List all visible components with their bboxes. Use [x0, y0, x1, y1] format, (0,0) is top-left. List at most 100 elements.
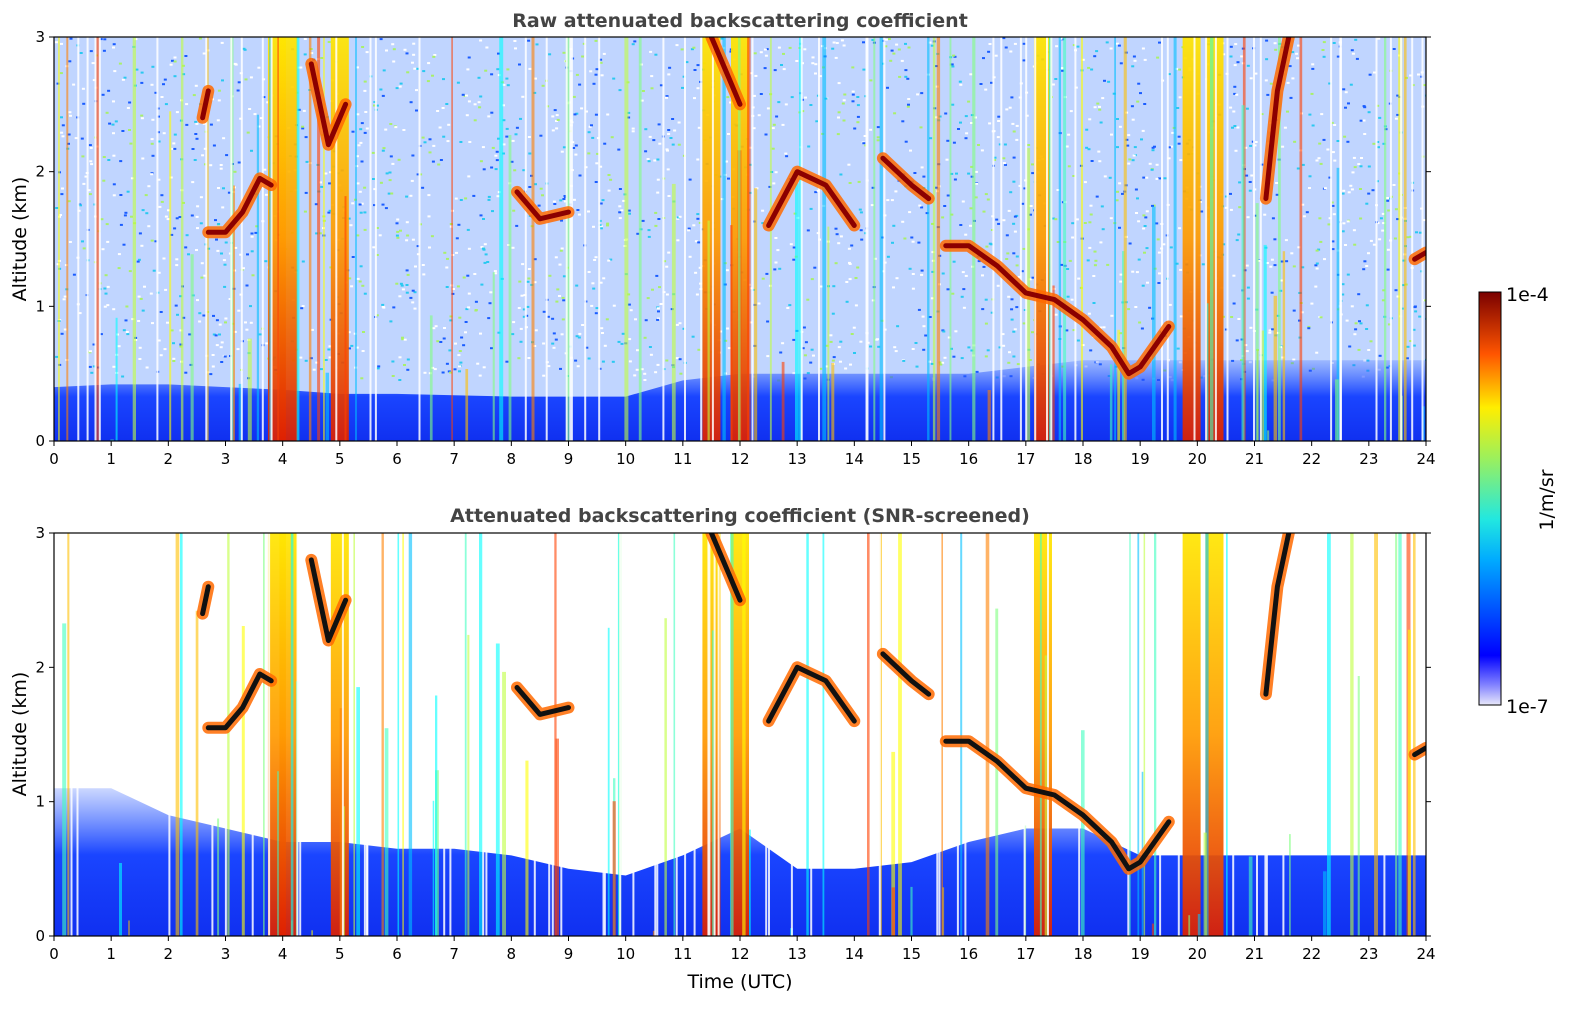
data-gap: [524, 37, 527, 441]
fall-streak: [397, 533, 400, 936]
y-axis-label: Altitude (km): [9, 672, 31, 797]
x-tick-label: 24: [1416, 945, 1435, 963]
fall-streak: [115, 317, 118, 441]
cloud-layer-core: [1263, 37, 1292, 202]
fall-streak: [664, 618, 667, 936]
fall-streak: [402, 533, 404, 936]
raw-backscatter-panel: Raw attenuated backscattering coefficien…: [9, 10, 1436, 468]
fall-streak: [1327, 533, 1331, 936]
y-tick-label: 3: [35, 28, 45, 46]
fall-streak: [873, 37, 876, 441]
fall-streak: [317, 37, 321, 441]
x-tick-label: 4: [278, 450, 288, 468]
fall-streak: [1039, 533, 1042, 936]
x-tick-label: 3: [221, 945, 231, 963]
data-gap: [936, 533, 939, 936]
axes: 0 1 2 3 4 5 6 7 8 9 10 11 12 13 14 15 16 17 18 19 20 21 22 23 24…: [35, 524, 1435, 963]
data-gap: [751, 37, 754, 441]
fall-streak: [325, 372, 329, 441]
x-tick-label: 21: [1245, 945, 1264, 963]
data-gap: [1282, 533, 1285, 936]
fall-streak: [1289, 834, 1291, 936]
fall-streak: [311, 930, 313, 936]
fall-streak: [742, 533, 746, 936]
data-gap: [1375, 37, 1378, 441]
data-gap: [98, 37, 101, 441]
fall-streak: [867, 533, 870, 936]
fall-streak: [263, 533, 265, 936]
fall-streak: [652, 930, 656, 936]
data-gap: [270, 37, 273, 441]
x-tick-label: 14: [845, 945, 864, 963]
data-gap: [77, 37, 80, 441]
fall-streak: [217, 818, 220, 936]
x-tick-label: 13: [788, 450, 807, 468]
data-gap: [70, 533, 73, 936]
fall-streak: [1395, 533, 1398, 936]
x-tick-label: 16: [959, 945, 978, 963]
data-gap: [94, 37, 97, 441]
data-gap: [240, 37, 243, 441]
fall-streak: [1122, 251, 1125, 441]
fall-streak: [795, 183, 799, 441]
x-tick-label: 12: [730, 945, 749, 963]
fall-streak: [831, 362, 835, 441]
data-gap: [569, 37, 572, 441]
x-tick-label: 12: [730, 450, 749, 468]
fall-streak: [247, 338, 252, 441]
data-gap: [560, 533, 563, 936]
fall-streak: [1263, 244, 1267, 441]
data-gap: [251, 533, 254, 936]
x-tick-label: 22: [1302, 450, 1321, 468]
data-gap: [632, 533, 635, 936]
fall-streak: [464, 533, 467, 936]
colorbar-unit-label: 1/m/sr: [1536, 469, 1558, 530]
x-tick-label: 17: [1016, 945, 1035, 963]
data-gap: [883, 37, 886, 441]
data-gap: [1383, 533, 1386, 936]
cloud-layer-core: [514, 685, 571, 717]
data-gap: [1421, 37, 1424, 441]
data-gap: [1034, 37, 1037, 441]
fall-streak: [180, 533, 183, 936]
y-tick-label: 0: [35, 927, 45, 945]
fall-streak: [1413, 533, 1416, 936]
fall-streak: [1129, 533, 1131, 936]
fall-streak: [408, 533, 413, 936]
data-gap: [1205, 37, 1208, 441]
fall-streak: [822, 533, 825, 936]
x-tick-label: 9: [564, 945, 574, 963]
fall-streak: [479, 533, 483, 936]
data-gap: [700, 37, 703, 441]
panel-title: Attenuated backscattering coefficient (S…: [450, 505, 1030, 527]
data-gap: [1411, 37, 1414, 441]
precipitation-column: [279, 37, 298, 441]
fall-streak: [1206, 303, 1209, 441]
fall-streak: [62, 623, 67, 936]
fall-streak: [754, 188, 758, 441]
fall-streak: [227, 533, 230, 936]
cloud-layer-core: [308, 557, 349, 643]
fall-streak: [467, 634, 470, 936]
fall-streak: [495, 643, 500, 936]
cloud-layer-core: [1263, 533, 1292, 697]
data-gap: [684, 37, 686, 441]
fall-streak: [617, 533, 620, 936]
fall-streak: [58, 37, 60, 441]
data-gap: [654, 533, 657, 936]
y-tick-label: 0: [35, 432, 45, 450]
precipitation-column: [1205, 533, 1224, 936]
fall-streak: [451, 37, 453, 441]
fall-streak: [722, 37, 726, 441]
data-gap: [533, 533, 536, 936]
fall-streak: [241, 626, 245, 936]
data-gap: [374, 37, 377, 441]
fall-streak: [1109, 364, 1113, 441]
fall-streak: [465, 369, 469, 441]
fall-streak: [1137, 533, 1140, 936]
x-tick-label: 1: [106, 450, 116, 468]
data-gap: [1232, 533, 1235, 936]
x-tick-label: 2: [164, 945, 174, 963]
data-gap: [1214, 37, 1217, 441]
fall-streak: [1080, 37, 1083, 441]
